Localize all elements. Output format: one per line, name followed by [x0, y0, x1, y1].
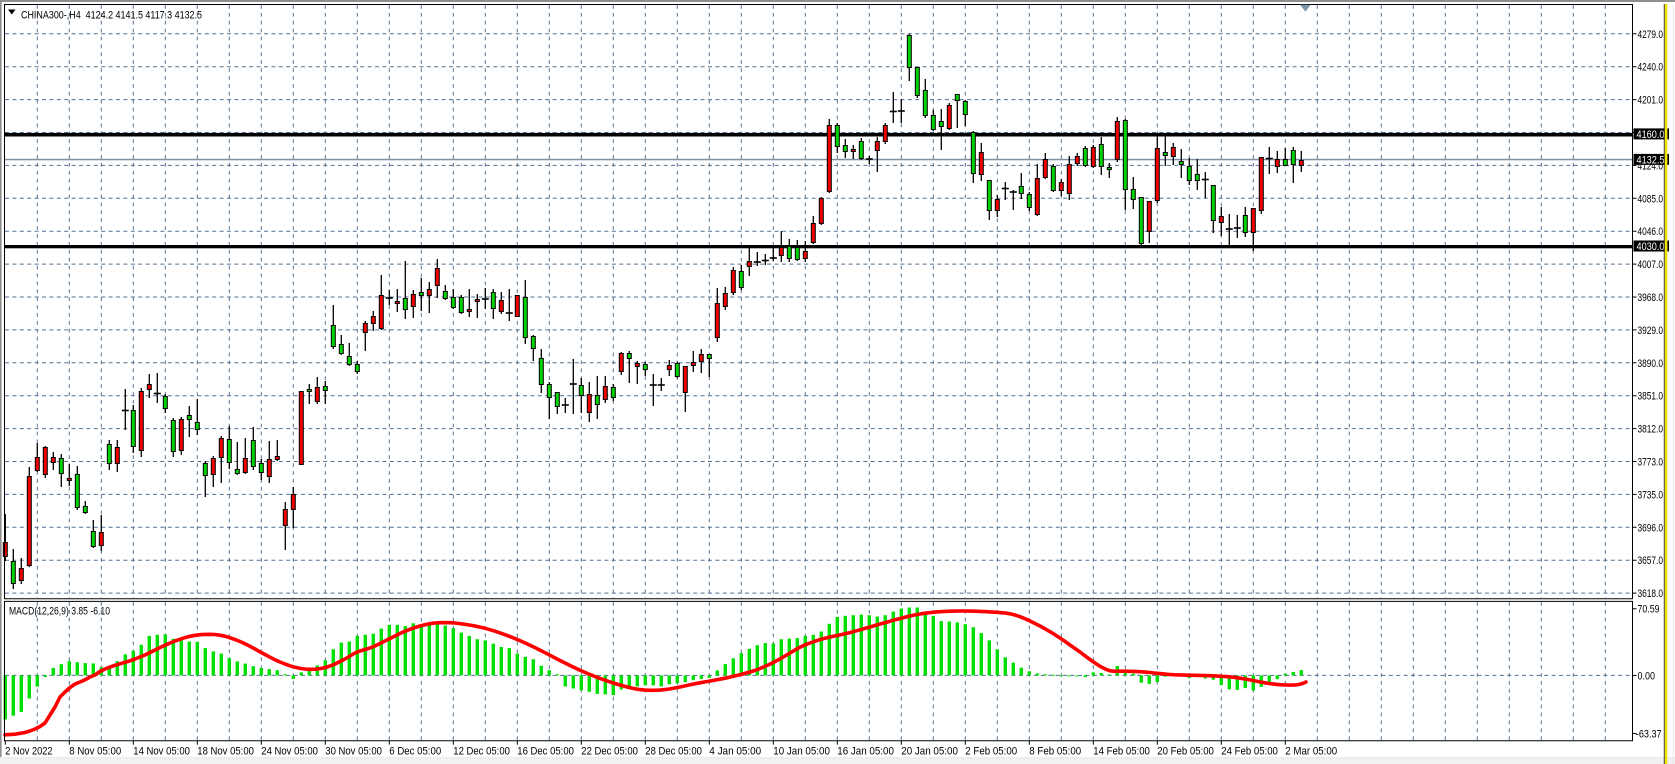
svg-text:12 Dec 05:00: 12 Dec 05:00 [453, 745, 510, 757]
svg-text:2 Nov 2022: 2 Nov 2022 [5, 745, 52, 757]
svg-text:CHINA300-,H4 4124.2 4141.5 41: CHINA300-,H4 4124.2 4141.5 4117.3 4132.5 [21, 9, 202, 21]
svg-text:28 Dec 05:00: 28 Dec 05:00 [645, 745, 702, 757]
svg-text:3773.0: 3773.0 [1638, 457, 1664, 469]
svg-text:3851.0: 3851.0 [1638, 391, 1664, 403]
svg-text:10 Jan 05:00: 10 Jan 05:00 [773, 745, 830, 757]
svg-text:3968.0: 3968.0 [1638, 292, 1664, 304]
svg-text:MACD(12,26,9) 3.85 -6.10: MACD(12,26,9) 3.85 -6.10 [9, 606, 110, 618]
svg-text:4085.0: 4085.0 [1638, 193, 1664, 205]
svg-text:4201.0: 4201.0 [1638, 95, 1664, 107]
svg-text:3657.0: 3657.0 [1638, 555, 1664, 567]
svg-text:3618.0: 3618.0 [1638, 588, 1664, 600]
svg-text:20 Jan 05:00: 20 Jan 05:00 [901, 745, 958, 757]
svg-text:4 Jan 05:00: 4 Jan 05:00 [709, 745, 761, 757]
svg-text:24 Feb 05:00: 24 Feb 05:00 [1221, 745, 1278, 757]
svg-text:-63.37: -63.37 [1636, 729, 1662, 741]
svg-text:3696.0: 3696.0 [1638, 522, 1664, 534]
svg-text:4279.0: 4279.0 [1638, 29, 1664, 41]
svg-text:18 Nov 05:00: 18 Nov 05:00 [197, 745, 254, 757]
svg-text:3929.0: 3929.0 [1638, 325, 1664, 337]
svg-text:4046.0: 4046.0 [1638, 226, 1664, 238]
svg-text:70.59: 70.59 [1638, 604, 1660, 616]
svg-text:3812.0: 3812.0 [1638, 424, 1664, 436]
svg-text:14 Nov 05:00: 14 Nov 05:00 [133, 745, 190, 757]
svg-text:3735.0: 3735.0 [1638, 489, 1664, 501]
svg-text:22 Dec 05:00: 22 Dec 05:00 [581, 745, 638, 757]
svg-text:14 Feb 05:00: 14 Feb 05:00 [1093, 745, 1150, 757]
svg-text:2 Mar 05:00: 2 Mar 05:00 [1285, 745, 1337, 757]
svg-text:16 Jan 05:00: 16 Jan 05:00 [837, 745, 894, 757]
svg-text:4132.5: 4132.5 [1637, 154, 1665, 166]
svg-text:4240.0: 4240.0 [1638, 62, 1664, 74]
svg-text:2 Feb 05:00: 2 Feb 05:00 [965, 745, 1017, 757]
svg-text:4160.0: 4160.0 [1637, 129, 1665, 141]
svg-text:4030.0: 4030.0 [1637, 241, 1665, 253]
svg-text:0.00: 0.00 [1638, 670, 1656, 682]
svg-text:30 Nov 05:00: 30 Nov 05:00 [325, 745, 382, 757]
svg-text:24 Nov 05:00: 24 Nov 05:00 [261, 745, 318, 757]
svg-text:16 Dec 05:00: 16 Dec 05:00 [517, 745, 574, 757]
svg-text:20 Feb 05:00: 20 Feb 05:00 [1157, 745, 1214, 757]
svg-text:6 Dec 05:00: 6 Dec 05:00 [389, 745, 441, 757]
svg-text:3890.0: 3890.0 [1638, 358, 1664, 370]
svg-text:4007.0: 4007.0 [1638, 259, 1664, 271]
svg-text:8 Feb 05:00: 8 Feb 05:00 [1029, 745, 1081, 757]
svg-text:8 Nov 05:00: 8 Nov 05:00 [69, 745, 121, 757]
